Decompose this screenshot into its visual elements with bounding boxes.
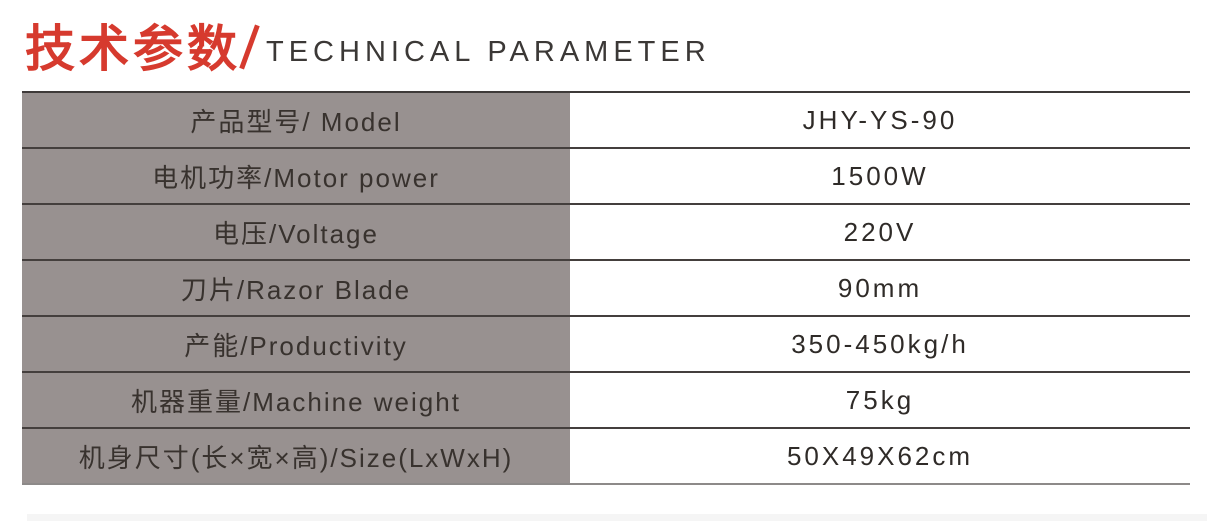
- table-row: 产品型号/ Model JHY-YS-90: [22, 93, 1190, 149]
- slash-divider-icon: [239, 24, 260, 70]
- row-label: 电压/Voltage: [22, 205, 570, 259]
- row-label: 产品型号/ Model: [22, 93, 570, 147]
- page-title-english: TECHNICAL PARAMETER: [266, 36, 711, 68]
- row-value: 1500W: [570, 149, 1190, 203]
- row-label: 机身尺寸(长×宽×高)/Size(LxWxH): [22, 429, 570, 483]
- table-row: 产能/Productivity 350-450kg/h: [22, 317, 1190, 373]
- table-row: 刀片/Razor Blade 90mm: [22, 261, 1190, 317]
- row-label: 产能/Productivity: [22, 317, 570, 371]
- row-value: 75kg: [570, 373, 1190, 427]
- table-row: 电机功率/Motor power 1500W: [22, 149, 1190, 205]
- next-section-edge: [27, 514, 1207, 521]
- row-value: JHY-YS-90: [570, 93, 1190, 147]
- row-value: 220V: [570, 205, 1190, 259]
- row-value: 90mm: [570, 261, 1190, 315]
- row-value: 50X49X62cm: [570, 429, 1190, 483]
- page-title-chinese: 技术参数: [25, 21, 241, 77]
- table-row: 电压/Voltage 220V: [22, 205, 1190, 261]
- table-row: 机器重量/Machine weight 75kg: [22, 373, 1190, 429]
- page-title: 技术参数 TECHNICAL PARAMETER: [25, 8, 711, 74]
- spec-table: 产品型号/ Model JHY-YS-90 电机功率/Motor power 1500…: [22, 91, 1190, 485]
- table-row: 机身尺寸(长×宽×高)/Size(LxWxH) 50X49X62cm: [22, 429, 1190, 485]
- row-label: 刀片/Razor Blade: [22, 261, 570, 315]
- row-label: 电机功率/Motor power: [22, 149, 570, 203]
- row-value: 350-450kg/h: [570, 317, 1190, 371]
- row-label: 机器重量/Machine weight: [22, 373, 570, 427]
